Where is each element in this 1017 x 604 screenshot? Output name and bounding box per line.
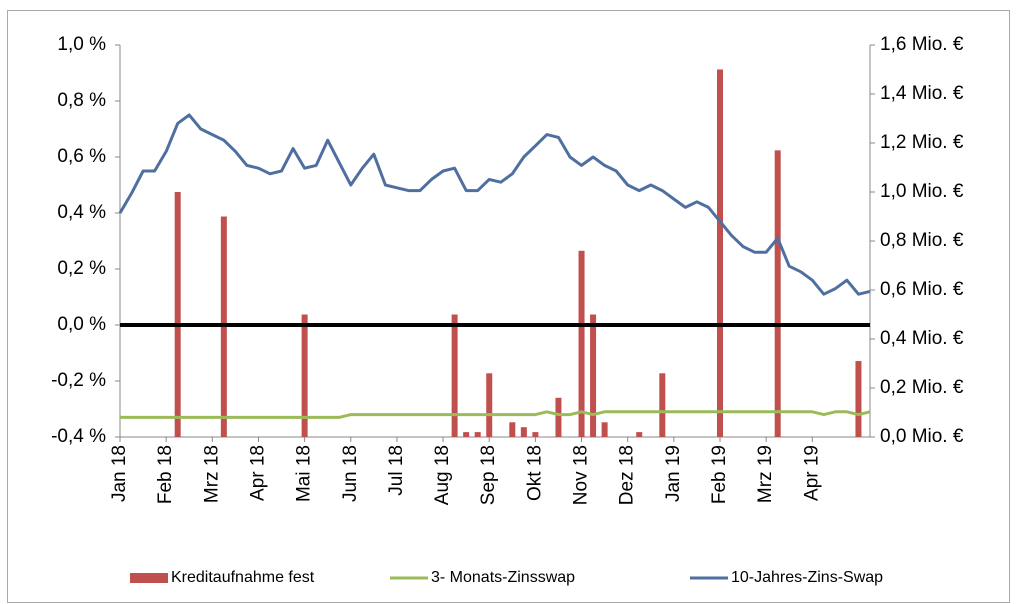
x-tick-label: Dez 18 [617,445,638,505]
bar [601,422,608,437]
bar [474,432,481,437]
line-series [120,410,871,419]
bar [509,422,516,437]
x-tick-label: Apr 18 [247,445,268,501]
legend-label: Kreditaufnahme fest [171,569,315,586]
x-tick-label: Jul 18 [386,445,407,496]
x-tick-label: Jan 18 [109,445,130,502]
y2-tick-label: 0,8 Mio. € [880,230,964,251]
bar [532,432,539,437]
x-tick-label: Mai 18 [294,445,315,502]
y2-tick-label: 1,4 Mio. € [880,83,964,104]
bar [774,150,781,437]
x-tick-label: Apr 19 [801,445,822,501]
y-tick-label: 0,6 % [57,146,106,167]
bar [590,314,597,437]
y-tick-label: 1,0 % [57,34,106,55]
legend-swatch [130,573,168,583]
y2-tick-label: 1,2 Mio. € [880,132,964,153]
bar [520,427,527,437]
line-series [118,113,871,296]
x-tick-label: Jan 19 [663,445,684,502]
bar [717,69,723,437]
bar [301,314,308,437]
bar [578,250,585,437]
bar [636,432,643,437]
bar [174,192,181,437]
x-tick-label: Mrz 19 [755,445,776,503]
legend-label: 10-Jahres-Zins-Swap [731,569,883,586]
y-tick-label: 0,0 % [57,314,106,335]
y2-tick-label: 1,0 Mio. € [880,181,964,202]
y-tick-label: 0,8 % [57,90,106,111]
x-tick-label: Feb 18 [155,445,176,504]
x-tick-label: Sep 18 [478,445,499,505]
y-tick-label: -0,4 % [51,426,106,447]
y-tick-label: -0,2 % [51,370,106,391]
x-tick-label: Jun 18 [340,445,361,502]
y2-tick-label: 0,0 Mio. € [880,426,964,447]
bar [555,397,562,437]
chart-frame [7,10,1010,603]
y2-tick-label: 0,4 Mio. € [880,328,964,349]
x-tick-label: Aug 18 [432,445,453,505]
x-tick-label: Okt 18 [524,445,545,501]
y2-tick-label: 0,2 Mio. € [880,377,964,398]
x-tick-label: Feb 19 [709,445,730,504]
legend-label: 3- Monats-Zinsswap [431,569,575,586]
y2-tick-label: 1,6 Mio. € [880,34,964,55]
y-tick-label: 0,2 % [57,258,106,279]
bar [486,373,493,437]
y2-tick-label: 0,6 Mio. € [880,279,964,300]
x-tick-label: Mrz 18 [201,445,222,503]
y-tick-label: 0,4 % [57,202,106,223]
bar [463,432,470,437]
bar [451,314,458,437]
bar [855,361,862,437]
x-tick-label: Nov 18 [571,445,592,505]
bar [659,373,666,437]
